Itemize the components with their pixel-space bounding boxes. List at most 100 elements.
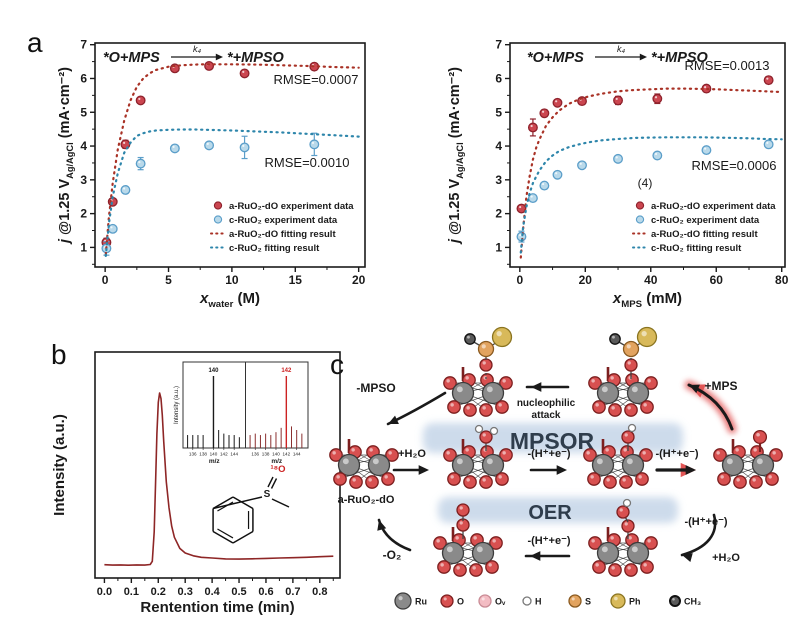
panel-a-label: a: [27, 27, 43, 58]
ruo2-cluster-bare: [329, 439, 399, 489]
svg-text:5: 5: [165, 273, 172, 287]
panel-b-label: b: [51, 339, 67, 370]
svg-text:2: 2: [495, 207, 502, 221]
equation-number: (4): [638, 176, 653, 190]
ruo2-cluster-mps: [588, 326, 658, 417]
svg-text:RMSE=0.0007: RMSE=0.0007: [274, 72, 359, 87]
axes: 0 5 10 15 20 1 2 3 4 5 6 7 xwater (M) j @1.25 VAg/AgC…: [57, 38, 366, 310]
svg-text:0.1: 0.1: [124, 586, 139, 598]
ruo2-cluster-mpso: [443, 326, 513, 417]
svg-text:0.3: 0.3: [178, 586, 193, 598]
ruo2-cluster-oh: [583, 423, 653, 489]
series-red-points: [516, 75, 774, 214]
svg-text:1: 1: [80, 240, 87, 254]
svg-text:140: 140: [210, 452, 218, 457]
svg-text:+H₂O: +H₂O: [398, 448, 426, 460]
chart-legend: a-RuO₂-dO experiment data c-RuO₂ experime…: [632, 201, 776, 254]
svg-text:a-RuO₂-dO experiment data: a-RuO₂-dO experiment data: [229, 201, 354, 212]
svg-text:MPSOR: MPSOR: [510, 428, 595, 454]
svg-text:RMSE=0.0006: RMSE=0.0006: [692, 158, 777, 173]
svg-text:OER: OER: [528, 502, 572, 524]
axes: 0 20 40 60 80 1 2 3 4 5 6 7 xMPS (mM) j @1.25 VAg/AgC…: [447, 38, 789, 311]
svg-text:c-RuO₂ experiment data: c-RuO₂ experiment data: [229, 215, 338, 226]
svg-text:O: O: [457, 597, 464, 607]
chart-xwater: 0 5 10 15 20 1 2 3 4 5 6 7 xwater (M) j @1.25 VAg/AgC…: [57, 38, 366, 310]
svg-text:60: 60: [710, 273, 724, 287]
svg-text:1: 1: [495, 240, 502, 254]
svg-text:k₄: k₄: [193, 44, 202, 54]
molecule-mpso: S ¹⁸O: [212, 464, 290, 544]
svg-text:j @1.25 VAg/AgCl (mA·cm⁻²): j @1.25 VAg/AgCl (mA·cm⁻²): [57, 67, 75, 245]
svg-text:*+MPSO: *+MPSO: [651, 50, 709, 66]
svg-text:7: 7: [495, 38, 502, 52]
ruo2-cluster-o: [713, 429, 783, 489]
svg-text:nucleophilic: nucleophilic: [517, 398, 576, 409]
rmse-label: RMSE=0.0013: [685, 58, 770, 73]
svg-text:CH₃: CH₃: [684, 597, 701, 607]
svg-text:-O₂: -O₂: [383, 548, 402, 562]
series-blue-points: [516, 139, 774, 243]
svg-text:0.8: 0.8: [312, 586, 327, 598]
axes: 0.0 0.1 0.2 0.3 0.4 0.5 0.6 0.7 0.8 Rentention ti…: [51, 351, 341, 616]
svg-text:0: 0: [516, 273, 523, 287]
svg-text:80: 80: [775, 273, 789, 287]
svg-text:-(H⁺+e⁻): -(H⁺+e⁻): [684, 516, 727, 528]
svg-text:attack: attack: [532, 410, 561, 421]
svg-text:0.6: 0.6: [258, 586, 273, 598]
svg-text:-(H⁺+e⁻): -(H⁺+e⁻): [527, 448, 570, 460]
svg-text:S: S: [264, 489, 271, 500]
svg-text:4: 4: [495, 139, 502, 153]
svg-text:*O+MPS: *O+MPS: [103, 50, 160, 66]
svg-text:a-RuO₂-dO experiment data: a-RuO₂-dO experiment data: [651, 201, 776, 212]
svg-text:20: 20: [579, 273, 593, 287]
svg-text:136: 136: [251, 452, 259, 457]
rmse-label: RMSE=0.0007: [274, 72, 359, 87]
svg-text:142: 142: [220, 452, 228, 457]
reaction-annotation: *O+MPS k₄ *+MPSO: [103, 44, 285, 66]
svg-text:136: 136: [189, 452, 197, 457]
rmse-label: RMSE=0.0010: [265, 155, 350, 170]
svg-text:xwater (M): xwater (M): [199, 290, 260, 310]
svg-text:138: 138: [199, 452, 207, 457]
svg-text:6: 6: [495, 71, 502, 85]
svg-text:2: 2: [80, 207, 87, 221]
svg-text:Ph: Ph: [629, 597, 641, 607]
series-blue-fit: [519, 136, 783, 254]
svg-text:*+MPSO: *+MPSO: [227, 50, 285, 66]
svg-text:4: 4: [80, 139, 87, 153]
svg-text:3: 3: [495, 173, 502, 187]
svg-text:5: 5: [80, 105, 87, 119]
svg-text:-(H⁺+e⁻): -(H⁺+e⁻): [527, 535, 570, 547]
svg-text:0.5: 0.5: [231, 586, 246, 598]
svg-text:a-RuO₂-dO: a-RuO₂-dO: [338, 494, 395, 506]
svg-text:S: S: [585, 597, 591, 607]
svg-text:144: 144: [230, 452, 238, 457]
ruo2-cluster-ooh: [588, 498, 658, 577]
svg-text:0: 0: [102, 273, 109, 287]
chromatogram-trace: [104, 392, 334, 566]
series-blue-points: [101, 132, 320, 256]
svg-text:Oᵥ: Oᵥ: [495, 597, 506, 607]
svg-text:15: 15: [289, 273, 303, 287]
series-red-fit: [519, 87, 783, 259]
chromatogram: 0.0 0.1 0.2 0.3 0.4 0.5 0.6 0.7 0.8 Rentention ti…: [51, 351, 341, 616]
svg-text:H: H: [535, 597, 542, 607]
svg-text:a-RuO₂-dO fitting result: a-RuO₂-dO fitting result: [651, 229, 758, 240]
svg-text:-MPSO: -MPSO: [356, 381, 395, 395]
svg-text:j @1.25 VAg/AgCl (mA·cm⁻²): j @1.25 VAg/AgCl (mA·cm⁻²): [447, 67, 465, 245]
svg-text:xMPS (mM): xMPS (mM): [612, 290, 682, 310]
svg-text:c-RuO₂ fitting result: c-RuO₂ fitting result: [229, 243, 320, 254]
svg-text:3: 3: [80, 173, 87, 187]
reaction-band: OER: [438, 497, 678, 524]
svg-text:142: 142: [282, 452, 290, 457]
svg-text:0.2: 0.2: [151, 586, 166, 598]
arrows: [377, 380, 737, 563]
svg-text:7: 7: [80, 38, 87, 52]
svg-text:*O+MPS: *O+MPS: [527, 50, 584, 66]
svg-text:20: 20: [352, 273, 366, 287]
svg-text:RMSE=0.0010: RMSE=0.0010: [265, 155, 350, 170]
